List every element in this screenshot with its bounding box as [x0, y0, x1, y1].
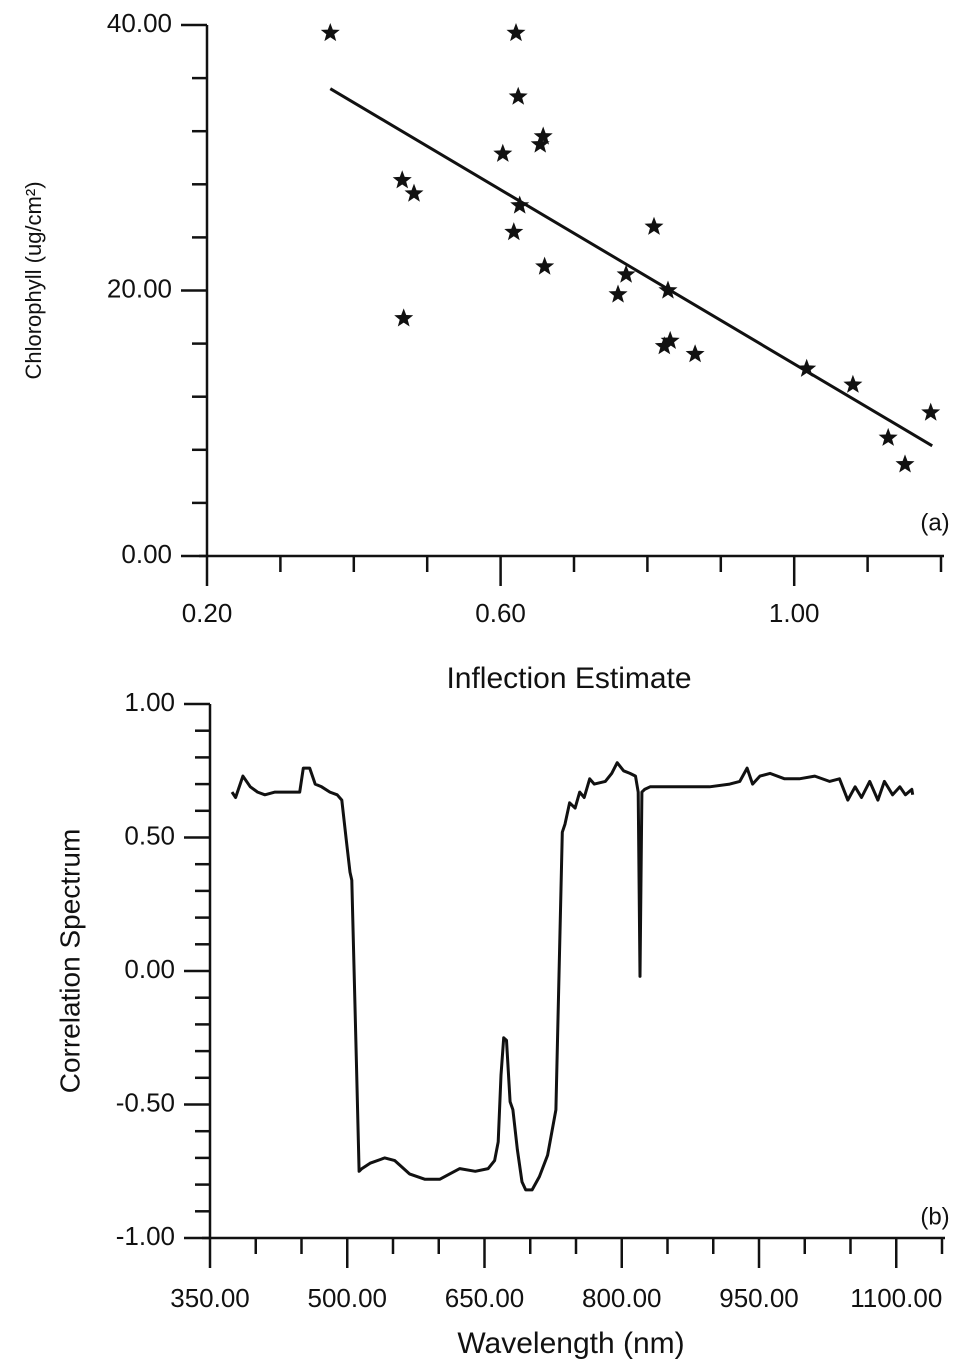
y-tick-label: 0.00 [121, 539, 172, 569]
fit-line [329, 87, 933, 448]
data-point [685, 344, 705, 363]
y-axis-title: Chlorophyll (ug/cm²) [21, 181, 46, 379]
x-tick-label: 350.00 [170, 1283, 250, 1313]
data-point [797, 358, 817, 377]
x-tick-label: 1100.00 [850, 1283, 942, 1313]
data-point [843, 374, 863, 393]
y-tick-label: 0.00 [124, 954, 175, 984]
y-tick-label: 20.00 [107, 273, 172, 303]
data-point [921, 402, 941, 421]
y-tick-label: 0.50 [124, 820, 175, 850]
x-tick-label: 950.00 [719, 1283, 799, 1313]
y-tick-label: -0.50 [116, 1087, 175, 1117]
data-point [878, 427, 898, 446]
data-point [493, 143, 513, 162]
data-point [608, 284, 628, 303]
panel-label: (a) [920, 509, 949, 536]
x-tick-label: 800.00 [582, 1283, 662, 1313]
data-point [658, 280, 678, 299]
y-axis-title: Correlation Spectrum [54, 829, 85, 1094]
x-tick-label: 1.00 [769, 598, 820, 628]
y-tick-label: 40.00 [107, 8, 172, 38]
data-point [392, 170, 412, 189]
data-point [895, 454, 915, 473]
data-point [320, 23, 340, 42]
x-axis-title: Wavelength (nm) [457, 1327, 684, 1360]
x-tick-label: 500.00 [307, 1283, 387, 1313]
data-point [660, 330, 680, 349]
panel-label: (b) [920, 1203, 949, 1230]
data-point [533, 126, 553, 145]
x-tick-label: 0.60 [475, 598, 526, 628]
x-tick-label: 0.20 [182, 598, 233, 628]
data-point [506, 23, 526, 42]
y-tick-label: -1.00 [116, 1221, 175, 1251]
x-axis-title: Inflection Estimate [446, 662, 691, 695]
data-point [404, 183, 424, 202]
data-point [530, 134, 550, 153]
data-point [616, 264, 636, 283]
spectrum-line [230, 761, 915, 1192]
data-point [510, 195, 530, 214]
data-point [535, 256, 555, 275]
data-point [394, 308, 414, 327]
data-point [508, 86, 528, 105]
data-point [504, 222, 524, 241]
data-point [644, 216, 664, 235]
x-tick-label: 650.00 [445, 1283, 525, 1313]
y-tick-label: 1.00 [124, 687, 175, 717]
data-point [654, 336, 674, 355]
